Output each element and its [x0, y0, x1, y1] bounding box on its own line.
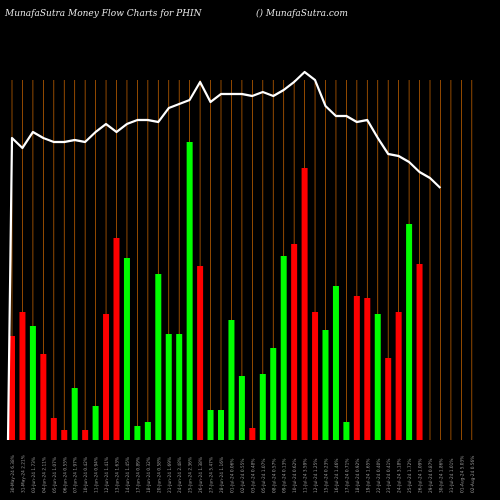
x-tick-label: 01-Jul-24 0.06%: [229, 459, 235, 493]
x-tick-label: 16-Jul-24 1.46%: [334, 459, 340, 493]
money-flow-bar: [165, 334, 172, 440]
money-flow-bar: [71, 388, 78, 440]
money-flow-bar: [416, 264, 423, 440]
money-flow-bar: [61, 430, 68, 440]
x-tick-label: 31-Jul-24 1.01%: [449, 459, 455, 493]
x-tick-label: 11-Jun-24 0.94%: [94, 457, 100, 493]
money-flow-bar: [19, 312, 26, 440]
x-axis-labels: 30-May-24 6.38% 31-May-24 2.21% 03-Jun-24 …: [10, 455, 476, 493]
money-flow-bar: [364, 298, 371, 440]
money-flow-bar: [249, 428, 256, 440]
money-flow-bar: [134, 426, 141, 440]
money-flow-bar: [186, 142, 193, 440]
x-tick-label: 24-Jun-24 2.48%: [177, 457, 183, 493]
x-tick-label: 29-Jul-24 0.87%: [428, 459, 434, 493]
x-tick-label: 03-Jun-24 1.73%: [31, 457, 37, 493]
x-tick-label: 25-Jul-24 1.72%: [407, 459, 413, 493]
x-tick-label: 23-Jul-24 0.41%: [386, 459, 392, 493]
money-flow-bar: [374, 314, 381, 440]
money-flow-bar: [92, 406, 99, 440]
money-flow-bar: [50, 418, 57, 440]
x-tick-label: 18-Jun-24 0.32%: [146, 457, 152, 493]
x-tick-label: 08-Jul-24 0.57%: [271, 459, 277, 493]
x-tick-label: 20-Jun-24 0.58%: [156, 457, 162, 493]
x-tick-label: 22-Jul-24 0.40%: [376, 459, 382, 493]
x-tick-label: 30-Jul-24 1.86%: [438, 459, 444, 493]
money-flow-bar: [406, 224, 413, 440]
x-tick-label: 10-Jun-24 0.42%: [83, 457, 89, 493]
x-tick-label: 01-Aug-24 5.03%: [459, 456, 465, 493]
x-tick-label: 31-May-24 2.21%: [20, 455, 26, 493]
chart-source: () MunafaSutra.com: [256, 9, 348, 19]
x-tick-label: 13-Jun-24 1.63%: [115, 457, 121, 493]
price-line: [6, 70, 442, 441]
x-tick-label: 10-Jul-24 0.62%: [292, 459, 298, 493]
money-flow-bar: [270, 348, 277, 440]
x-tick-label: 04-Jun-24 2.11%: [41, 457, 47, 493]
price-line-group: [6, 70, 442, 441]
money-flow-bar: [176, 334, 183, 440]
x-tick-label: 03-Jul-24 0.48%: [250, 459, 256, 493]
money-flow-bar: [123, 258, 130, 440]
money-flow-bar: [332, 286, 339, 440]
money-flow-bar: [218, 410, 224, 440]
x-tick-label: 05-Jun-24 1.07%: [52, 457, 58, 493]
x-tick-label: 05-Jul-24 1.07%: [261, 459, 267, 493]
money-flow-bar: [155, 274, 162, 440]
money-flow-bar: [29, 326, 36, 440]
x-tick-label: 19-Jul-24 1.65%: [365, 459, 371, 493]
money-flow-bar: [40, 354, 47, 440]
x-tick-label: 11-Jul-24 3.59%: [303, 459, 309, 493]
money-flow-bar: [207, 410, 214, 440]
money-flow-bar: [197, 266, 204, 440]
x-tick-label: 18-Jul-24 0.92%: [355, 459, 361, 493]
x-tick-label: 27-Jun-24 5.47%: [209, 457, 215, 493]
money-flow-bar: [301, 168, 308, 440]
x-tick-label: 26-Jun-24 1.38%: [198, 457, 204, 493]
money-flow-bar: [385, 358, 392, 440]
money-flow-bar: [82, 430, 89, 440]
money-flow-bar: [322, 330, 329, 440]
x-tick-label: 12-Jun-24 1.41%: [104, 457, 110, 493]
x-tick-label: 02-Jul-24 0.55%: [240, 459, 246, 493]
money-flow-bar: [259, 374, 266, 440]
x-tick-label: 14-Jun-24 1.45%: [125, 457, 131, 493]
x-tick-label: 17-Jul-24 0.71%: [344, 459, 350, 493]
money-flow-bar: [343, 422, 350, 440]
x-tick-label: 24-Jul-24 3.18%: [397, 459, 403, 493]
chart-title: MunafaSutra Money Flow Charts for PHIN: [5, 9, 202, 19]
money-flow-bar: [103, 314, 110, 440]
x-tick-label: 07-Jun-24 1.97%: [73, 457, 79, 493]
money-flow-bar: [353, 296, 360, 440]
money-flow-bars: [9, 142, 423, 440]
money-flow-bar: [312, 312, 319, 440]
x-tick-label: 12-Jul-24 1.25%: [313, 459, 319, 493]
x-tick-label: 17-Jun-24 0.89%: [135, 457, 141, 493]
money-flow-bar: [9, 336, 15, 440]
x-tick-label: 15-Jul-24 0.23%: [324, 459, 330, 493]
x-tick-label: 28-Jun-24 1.16%: [219, 457, 225, 493]
money-flow-bar: [280, 256, 287, 440]
x-tick-label: 26-Jul-24 1.09%: [418, 459, 424, 493]
x-tick-label: 30-May-24 6.38%: [10, 455, 16, 493]
x-tick-label: 09-Jul-24 0.13%: [282, 459, 288, 493]
x-tick-label: 21-Jun-24 1.69%: [167, 457, 173, 493]
money-flow-bar: [395, 312, 402, 440]
x-tick-label: 06-Jun-24 0.55%: [62, 457, 68, 493]
money-flow-bar: [238, 376, 245, 440]
money-flow-bar: [144, 422, 151, 440]
money-flow-bar: [228, 320, 235, 440]
x-tick-label: 02-Aug-24 0.56%: [470, 456, 476, 493]
money-flow-bar: [113, 238, 120, 440]
money-flow-bar: [291, 244, 298, 440]
x-tick-label: 25-Jun-24 2.36%: [188, 457, 194, 493]
